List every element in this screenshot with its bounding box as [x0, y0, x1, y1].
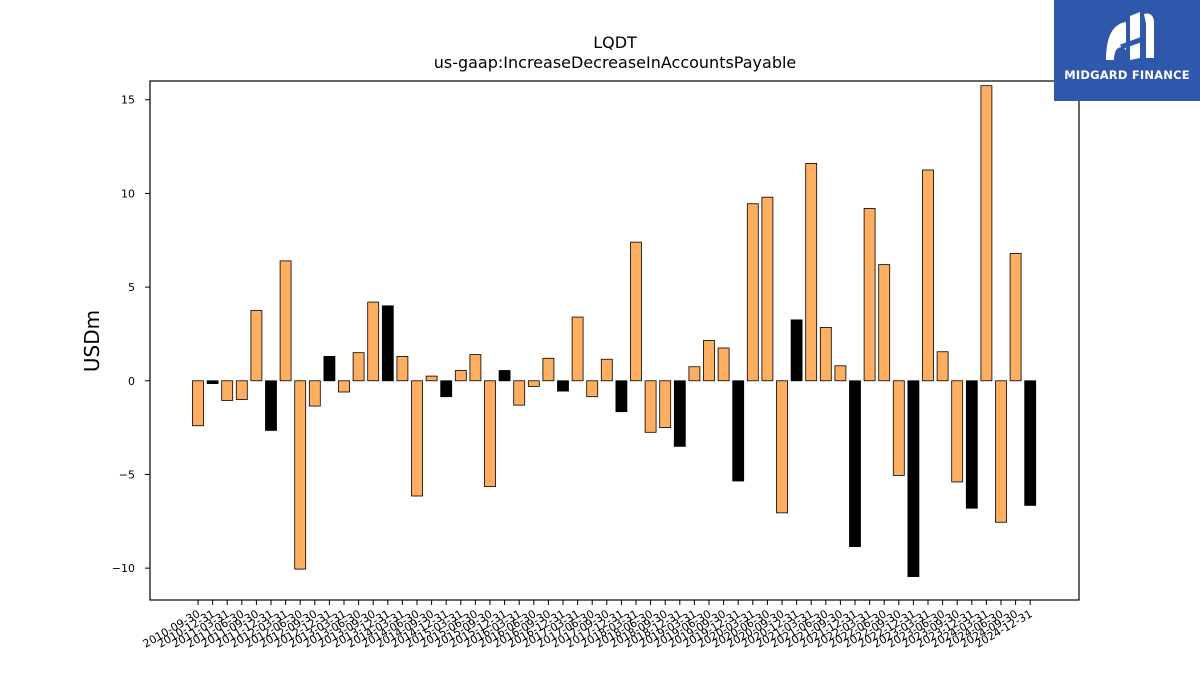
bars-group: [192, 85, 1037, 577]
bar-2021-03-31: [805, 163, 818, 382]
y-tick-label: −5: [119, 468, 135, 481]
bar-2024-06-30: [995, 380, 1007, 523]
bar-2018-09-30: [659, 380, 672, 429]
bar-2012-09-30: [308, 380, 321, 407]
bar-2012-12-31: [323, 356, 336, 382]
bar-2021-06-30: [819, 326, 832, 382]
bar-2011-09-30: [250, 310, 263, 382]
chart-subtitle: us-gaap:IncreaseDecreaseInAccountsPayabl…: [434, 53, 797, 72]
bar-2012-06-30: [294, 380, 307, 570]
bar-2013-06-30: [352, 352, 365, 382]
chart-title: LQDT: [593, 33, 637, 52]
y-tick-label: 0: [128, 375, 135, 388]
x-axis: 2010-09-302010-12-312011-03-312011-06-30…: [141, 600, 1035, 651]
bar-2023-06-30: [936, 351, 949, 382]
bar-2018-12-31: [673, 380, 686, 447]
bar-2021-09-30: [834, 365, 847, 382]
bar-2010-09-30: [192, 380, 204, 427]
logo-text: MIDGARD FINANCE: [1064, 68, 1190, 82]
bar-2020-09-30: [776, 380, 788, 514]
y-axis: −10 −5 0 5 10 15: [112, 94, 150, 575]
brand-logo: MIDGARD FINANCE: [1054, 0, 1200, 101]
y-tick-label: 15: [121, 94, 135, 107]
bar-2016-09-30: [542, 357, 555, 382]
midgard-m-logo-icon: [1106, 12, 1154, 60]
bar-2018-06-30: [644, 380, 657, 433]
y-tick-label: −10: [112, 562, 135, 575]
bar-2024-03-31: [980, 85, 993, 382]
y-axis-label: USDm: [80, 310, 104, 372]
bar-2017-06-30: [586, 380, 599, 398]
bar-2010-12-31: [206, 380, 219, 384]
bar-2022-09-30: [892, 380, 905, 476]
plot-frame: [149, 80, 1080, 601]
bar-2012-03-31: [279, 260, 292, 382]
bar-2013-09-30: [367, 301, 380, 382]
bar-2015-03-31: [454, 370, 467, 382]
y-tick-label: 10: [121, 187, 135, 200]
bar-2017-03-31: [571, 316, 584, 382]
bar-2016-06-30: [527, 380, 540, 387]
bar-2023-09-30: [951, 380, 964, 483]
bar-2013-03-31: [338, 380, 350, 393]
bar-2023-03-31: [922, 169, 934, 382]
bar-2020-03-31: [746, 203, 759, 382]
bar-2019-03-31: [688, 366, 701, 382]
bar-2015-06-30: [469, 354, 482, 382]
bar-2024-12-31: [1024, 380, 1037, 506]
bar-2022-06-30: [878, 264, 891, 382]
bar-2011-03-31: [221, 380, 234, 401]
bar-2020-12-31: [790, 319, 803, 382]
bar-2017-12-31: [615, 380, 628, 413]
bar-2022-12-31: [907, 380, 920, 577]
bar-2019-09-30: [717, 347, 730, 382]
bar-2011-12-31: [265, 380, 277, 431]
bar-2013-12-31: [381, 305, 394, 382]
bar-2015-12-31: [498, 370, 511, 382]
bar-2014-12-31: [440, 380, 453, 398]
bar-2021-12-31: [849, 380, 861, 548]
bar-2019-06-30: [703, 340, 715, 382]
bar-2022-03-31: [863, 208, 876, 382]
bar-2020-06-30: [761, 196, 774, 382]
bar-2014-06-30: [411, 380, 423, 497]
bar-2015-09-30: [484, 380, 496, 488]
bar-2023-12-31: [965, 380, 978, 509]
bar-2016-12-31: [557, 380, 569, 392]
bar-2017-09-30: [600, 358, 613, 382]
bar-2014-03-31: [396, 356, 409, 382]
bar-2016-03-31: [513, 380, 526, 406]
bar-2024-09-30: [1009, 252, 1022, 382]
bar-2019-12-31: [732, 380, 745, 482]
bar-2018-03-31: [630, 241, 642, 382]
bar-2011-06-30: [235, 380, 248, 400]
y-tick-label: 5: [128, 281, 135, 294]
bar-2014-09-30: [425, 375, 438, 382]
